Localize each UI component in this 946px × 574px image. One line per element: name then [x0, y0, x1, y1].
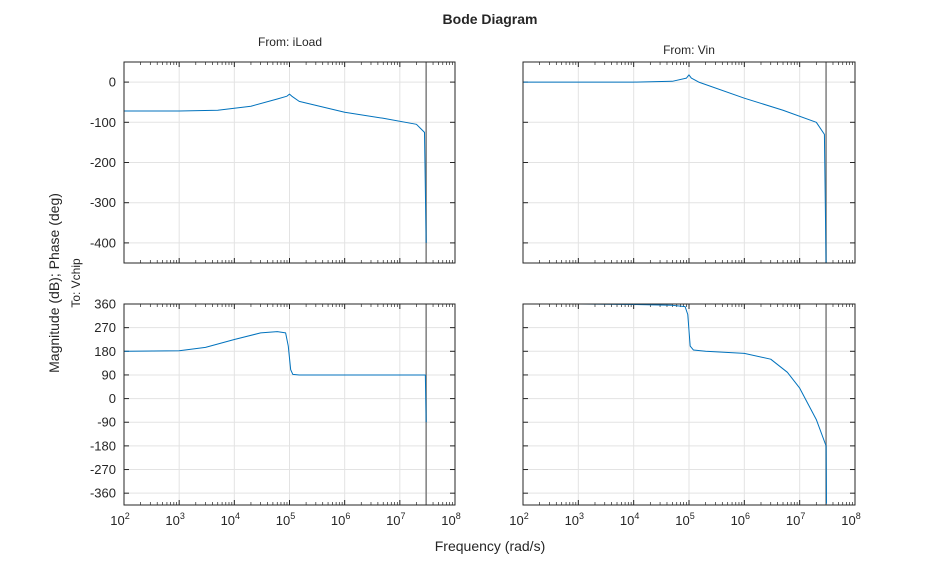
panel-0: 0 -100 -200 -300 -400	[90, 61, 456, 264]
y-tick-label: 270	[94, 320, 116, 335]
x-tick-label: 107	[786, 511, 805, 528]
y-tick-label: -100	[90, 115, 116, 130]
panels: 0 -100 -200 -300 -400 102 103 104 105 106 107 108 36…	[90, 61, 861, 529]
y-tick-label: 180	[94, 344, 116, 359]
series-line-0	[124, 93, 427, 243]
y-tick-label: 360	[94, 297, 116, 312]
x-tick-label: 107	[386, 511, 405, 528]
series-line-0	[523, 74, 827, 264]
x-tick-label: 103	[165, 511, 184, 528]
axes-frame	[123, 303, 456, 506]
x-tick-label: 106	[331, 511, 350, 528]
y-tick-label: 0	[109, 75, 116, 90]
axes-frame	[123, 61, 456, 264]
series-line-0	[523, 303, 827, 504]
output-label: To: Vchip	[69, 258, 83, 308]
y-tick-label: -360	[90, 486, 116, 501]
series-line-0	[123, 331, 427, 423]
x-tick-label: 105	[675, 511, 694, 528]
x-tick-label: 108	[441, 511, 460, 528]
y-tick-label: -300	[90, 195, 116, 210]
x-tick-label: 108	[841, 511, 860, 528]
y-tick-label: 0	[109, 391, 116, 406]
y-tick-label: -270	[90, 462, 116, 477]
input-label-iload: From: iLoad	[258, 35, 322, 49]
x-tick-label: 104	[221, 511, 240, 528]
y-tick-label: -200	[90, 155, 116, 170]
y-tick-label: -90	[97, 415, 116, 430]
panel-3: 102 103 104 105 106 107 108	[509, 303, 861, 528]
panel-2: 102 103 104 105 106 107 108 360 270 180 90 0 -90 -180…	[90, 297, 461, 529]
y-tick-label: -180	[90, 438, 116, 453]
x-tick-label: 104	[620, 511, 639, 528]
x-tick-label: 106	[731, 511, 750, 528]
y-tick-label: 90	[102, 367, 116, 382]
x-axis-label: Frequency (rad/s)	[435, 538, 545, 554]
panel-1	[522, 61, 856, 264]
y-axis-label: Magnitude (dB); Phase (deg)	[46, 193, 62, 373]
axes-frame	[522, 303, 856, 506]
x-tick-label: 105	[276, 511, 295, 528]
axes-frame	[522, 61, 856, 264]
x-tick-label: 102	[509, 511, 528, 528]
x-tick-label: 102	[110, 511, 129, 528]
figure-title: Bode Diagram	[443, 11, 538, 27]
input-label-vin: From: Vin	[663, 43, 715, 57]
x-tick-label: 103	[565, 511, 584, 528]
y-tick-label: -400	[90, 235, 116, 250]
